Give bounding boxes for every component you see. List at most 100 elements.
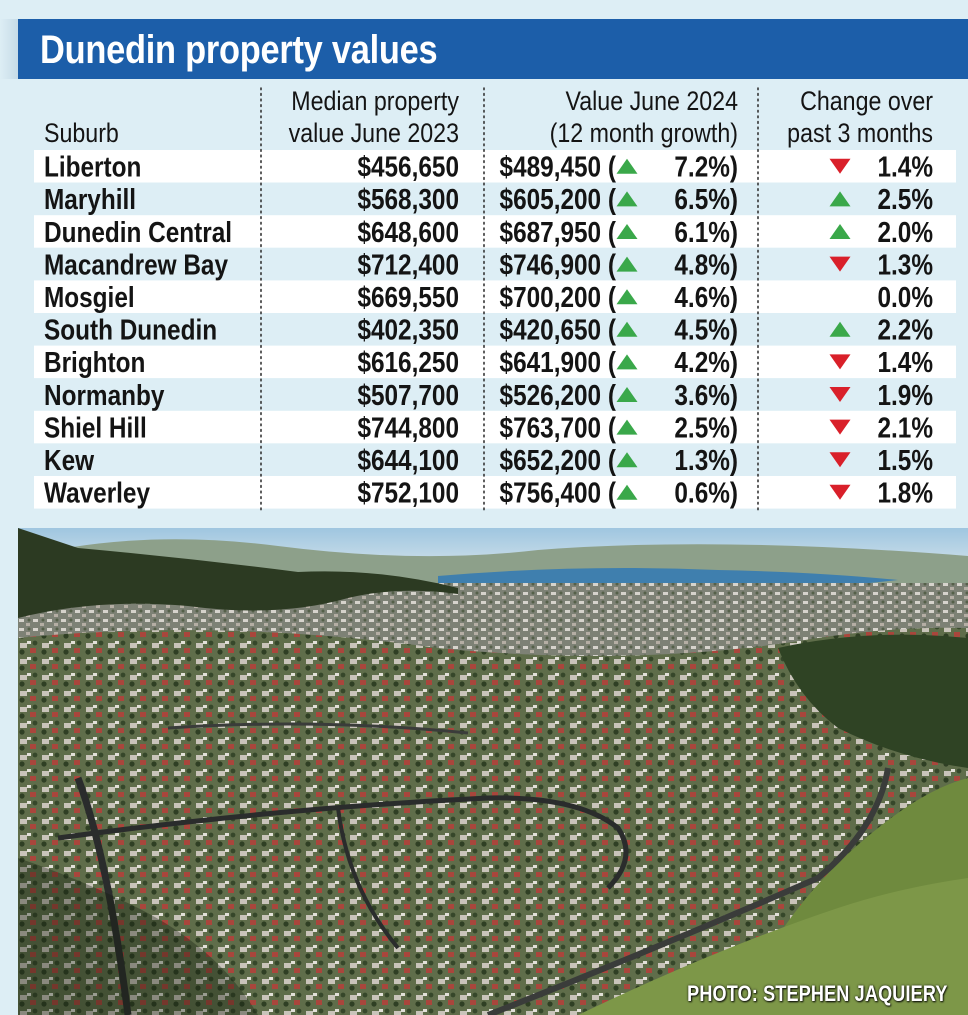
value-2024-cell: $652,200 ( bbox=[500, 444, 616, 476]
table-row bbox=[34, 182, 956, 216]
growth-cell: 4.2%) bbox=[674, 346, 738, 378]
value-2024-cell: $526,200 ( bbox=[500, 379, 616, 411]
table-row bbox=[34, 247, 956, 281]
chart-title: Dunedin property values bbox=[40, 28, 438, 72]
growth-arrow-icon bbox=[616, 256, 638, 272]
suburb-cell: Dunedin Central bbox=[44, 216, 232, 248]
column-header-line1: Median property bbox=[291, 86, 459, 116]
column-header-line2: Suburb bbox=[44, 118, 119, 148]
change-3m-cell: 2.2% bbox=[877, 314, 933, 346]
change-arrow-icon bbox=[829, 452, 851, 468]
growth-arrow-icon bbox=[616, 321, 638, 337]
suburb-cell: Mosgiel bbox=[44, 281, 135, 313]
growth-arrow-icon bbox=[616, 419, 638, 435]
table-row bbox=[34, 280, 956, 313]
change-3m-cell: 2.5% bbox=[877, 183, 933, 215]
change-arrow-icon bbox=[829, 158, 851, 174]
change-3m-cell: 1.3% bbox=[877, 248, 933, 280]
change-3m-cell: 1.8% bbox=[877, 477, 933, 509]
change-arrow-icon bbox=[829, 224, 851, 239]
change-3m-cell: 0.0% bbox=[877, 281, 933, 313]
median-2023-cell: $402,350 bbox=[357, 314, 459, 346]
growth-arrow-icon bbox=[616, 452, 638, 468]
median-2023-cell: $744,800 bbox=[357, 411, 459, 443]
suburb-cell: Maryhill bbox=[44, 183, 136, 215]
growth-cell: 4.5%) bbox=[674, 314, 738, 346]
median-2023-cell: $568,300 bbox=[357, 183, 459, 215]
growth-arrow-icon bbox=[616, 158, 638, 174]
growth-cell: 7.2%) bbox=[674, 151, 738, 183]
table-row bbox=[34, 215, 956, 248]
change-arrow-icon bbox=[829, 387, 851, 402]
table-row bbox=[34, 476, 956, 509]
median-2023-cell: $507,700 bbox=[357, 379, 459, 411]
suburb-cell: Brighton bbox=[44, 346, 145, 378]
median-2023-cell: $644,100 bbox=[357, 444, 459, 476]
growth-cell: 4.8%) bbox=[674, 248, 738, 280]
title-banner bbox=[18, 19, 968, 79]
value-2024-cell: $605,200 ( bbox=[500, 183, 616, 215]
column-header-line1: Value June 2024 bbox=[565, 86, 738, 116]
table-row bbox=[34, 410, 956, 444]
growth-arrow-icon bbox=[616, 224, 638, 239]
value-2024-cell: $756,400 ( bbox=[500, 477, 616, 509]
growth-cell: 6.5%) bbox=[674, 183, 738, 215]
change-arrow-icon bbox=[829, 484, 851, 500]
change-arrow-icon bbox=[829, 321, 851, 337]
table-row bbox=[34, 313, 956, 346]
value-2024-cell: $687,950 ( bbox=[500, 216, 616, 248]
growth-cell: 3.6%) bbox=[674, 379, 738, 411]
value-2024-cell: $641,900 ( bbox=[500, 346, 616, 378]
column-header-line2: (12 month growth) bbox=[550, 118, 738, 148]
suburb-cell: Kew bbox=[44, 444, 94, 476]
median-2023-cell: $456,650 bbox=[357, 151, 459, 183]
change-arrow-icon bbox=[829, 256, 851, 272]
median-2023-cell: $712,400 bbox=[357, 248, 459, 280]
banner-fold bbox=[0, 19, 18, 79]
photo-credit: PHOTO: STEPHEN JAQUIERY bbox=[687, 981, 948, 1006]
change-3m-cell: 1.4% bbox=[877, 346, 933, 378]
suburb-cell: Normanby bbox=[44, 379, 165, 411]
growth-arrow-icon bbox=[616, 387, 638, 402]
value-2024-cell: $763,700 ( bbox=[500, 411, 616, 443]
aerial-city-photo: PHOTO: STEPHEN JAQUIERY bbox=[18, 528, 968, 1015]
growth-cell: 4.6%) bbox=[674, 281, 738, 313]
growth-cell: 1.3%) bbox=[674, 444, 738, 476]
median-2023-cell: $616,250 bbox=[357, 346, 459, 378]
growth-arrow-icon bbox=[616, 289, 638, 305]
column-header-line2: past 3 months bbox=[787, 118, 933, 148]
suburb-cell: Liberton bbox=[44, 151, 141, 183]
change-3m-cell: 1.9% bbox=[877, 379, 933, 411]
growth-cell: 0.6%) bbox=[674, 477, 738, 509]
value-2024-cell: $489,450 ( bbox=[500, 151, 616, 183]
table-row bbox=[34, 345, 956, 379]
value-2024-cell: $746,900 ( bbox=[500, 248, 616, 280]
value-2024-cell: $700,200 ( bbox=[500, 281, 616, 313]
change-arrow-icon bbox=[829, 354, 851, 370]
growth-arrow-icon bbox=[616, 484, 638, 500]
table-row bbox=[34, 378, 956, 411]
change-arrow-icon bbox=[829, 419, 851, 435]
change-3m-cell: 1.4% bbox=[877, 151, 933, 183]
growth-cell: 2.5%) bbox=[674, 411, 738, 443]
suburb-cell: South Dunedin bbox=[44, 314, 217, 346]
median-2023-cell: $648,600 bbox=[357, 216, 459, 248]
suburb-cell: Waverley bbox=[44, 477, 150, 509]
value-2024-cell: $420,650 ( bbox=[500, 314, 616, 346]
change-3m-cell: 2.1% bbox=[877, 411, 933, 443]
column-header-line2: value June 2023 bbox=[289, 118, 459, 148]
table-row bbox=[34, 443, 956, 476]
change-arrow-icon bbox=[829, 191, 851, 207]
growth-arrow-icon bbox=[616, 191, 638, 207]
median-2023-cell: $752,100 bbox=[357, 477, 459, 509]
column-header-line1: Change over bbox=[800, 86, 933, 116]
suburb-cell: Shiel Hill bbox=[44, 411, 147, 443]
growth-arrow-icon bbox=[616, 354, 638, 370]
aerial-photo-illustration bbox=[18, 528, 968, 1015]
table-row bbox=[34, 150, 956, 183]
growth-cell: 6.1%) bbox=[674, 216, 738, 248]
change-3m-cell: 1.5% bbox=[877, 444, 933, 476]
change-3m-cell: 2.0% bbox=[877, 216, 933, 248]
